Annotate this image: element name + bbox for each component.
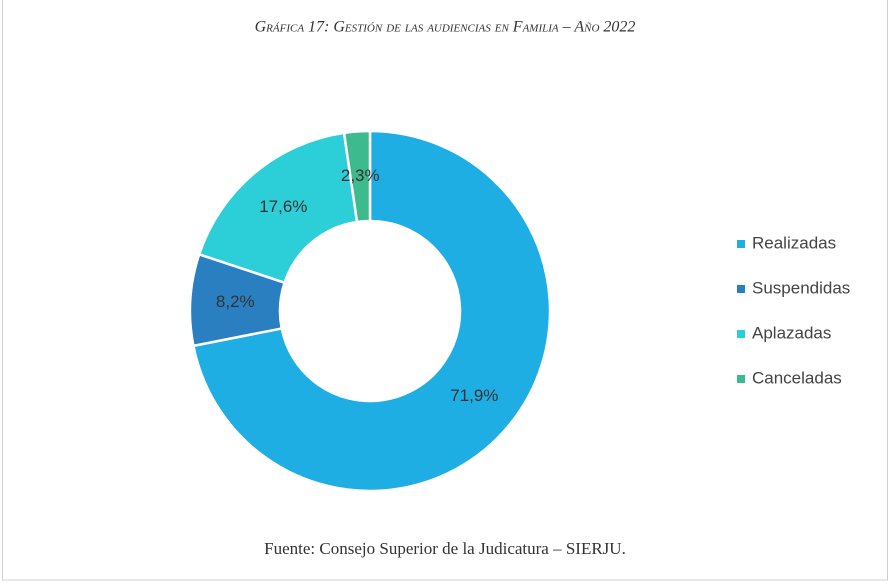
data-label: 8,2% bbox=[216, 292, 255, 311]
donut-slice bbox=[191, 129, 552, 493]
legend-swatch bbox=[737, 330, 745, 338]
data-label: 17,6% bbox=[259, 197, 307, 216]
legend-swatch bbox=[737, 240, 745, 248]
legend-swatch bbox=[737, 285, 745, 293]
data-label: 2,3% bbox=[341, 166, 380, 185]
legend-swatch bbox=[737, 375, 745, 383]
legend-label: Suspendidas bbox=[752, 278, 850, 297]
chart-source: Fuente: Consejo Superior de la Judicatur… bbox=[264, 539, 626, 558]
legend-label: Canceladas bbox=[752, 368, 842, 387]
chart-title: Gráfica 17: Gestión de las audiencias en… bbox=[255, 19, 636, 36]
data-label: 71,9% bbox=[450, 386, 498, 405]
legend-label: Realizadas bbox=[752, 233, 836, 252]
donut-slice bbox=[197, 131, 359, 285]
legend-label: Aplazadas bbox=[752, 323, 831, 342]
donut-slice bbox=[342, 129, 372, 224]
